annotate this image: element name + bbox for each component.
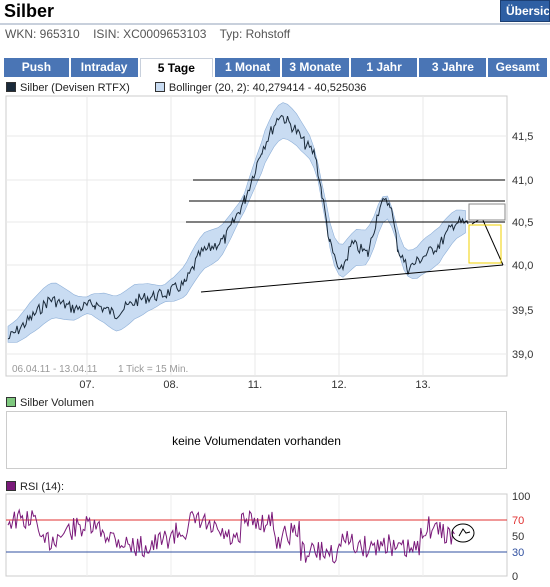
type-label: Typ: Rohstoff — [219, 27, 291, 41]
annotation-box-white — [468, 203, 506, 221]
instrument-meta: WKN: 965310 ISIN: XC0009653103 Typ: Rohs… — [5, 27, 300, 41]
rsi-annotation-arrow-icon — [458, 528, 471, 537]
rsi-y-tick: 50 — [512, 531, 524, 543]
price-legend: Silber (Devisen RTFX) Bollinger (20, 2):… — [6, 82, 366, 94]
no-volume-message: keine Volumendaten vorhanden — [172, 434, 341, 448]
y-tick: 39,5 — [512, 305, 533, 317]
volume-swatch-icon — [6, 397, 16, 407]
bollinger-swatch-icon — [154, 82, 165, 92]
price-y-axis: 41,5 41,0 40,5 40,0 39,5 39,0 — [512, 131, 533, 361]
bollinger-band — [7, 102, 466, 343]
price-legend-label: Silber (Devisen RTFX) — [20, 82, 130, 94]
y-tick: 39,0 — [512, 349, 533, 361]
rsi-y-tick: 30 — [512, 547, 524, 559]
tab-1-monat[interactable]: 1 Monat — [215, 58, 280, 77]
price-chart[interactable]: 41,5 41,0 40,5 40,0 39,5 39,0 06.04.11 -… — [0, 94, 550, 394]
title-divider — [0, 23, 550, 25]
volume-legend: Silber Volumen — [6, 397, 94, 409]
wkn-label: WKN: 965310 — [5, 27, 80, 41]
annotation-box-yellow — [468, 224, 502, 264]
overview-button[interactable]: Übersicht — [500, 0, 550, 22]
timeframe-tabs: Push Intraday 5 Tage 1 Monat 3 Monate 1 … — [4, 58, 548, 77]
tab-3-monate[interactable]: 3 Monate — [281, 58, 349, 77]
rsi-annotation-circle — [451, 523, 475, 543]
volume-legend-label: Silber Volumen — [20, 397, 94, 409]
x-tick: 08. — [163, 379, 178, 391]
price-swatch-icon — [6, 82, 16, 92]
rsi-legend-label: RSI (14): — [20, 481, 65, 493]
tab-gesamt[interactable]: Gesamt — [488, 58, 548, 77]
x-tick: 13. — [415, 379, 430, 391]
tick-label: 1 Tick = 15 Min. — [118, 364, 188, 375]
rsi-chart[interactable]: 100 70 50 30 0 — [0, 492, 550, 587]
y-tick: 41,5 — [512, 131, 533, 143]
tab-1-jahr[interactable]: 1 Jahr — [350, 58, 418, 77]
y-tick: 40,5 — [512, 217, 533, 229]
isin-label: ISIN: XC0009653103 — [93, 27, 207, 41]
page-title: Silber — [4, 1, 55, 21]
x-tick: 12. — [331, 379, 346, 391]
drawn-trendlines — [186, 179, 505, 293]
tab-3-jahre[interactable]: 3 Jahre — [419, 58, 487, 77]
y-tick: 41,0 — [512, 175, 533, 187]
price-line — [7, 114, 469, 340]
rsi-y-tick: 70 — [512, 515, 524, 527]
rsi-y-tick: 0 — [512, 571, 518, 583]
rsi-swatch-icon — [6, 481, 16, 491]
price-x-axis: 07. 08. 11. 12. 13. — [79, 379, 430, 391]
rsi-legend: RSI (14): — [6, 481, 64, 493]
rsi-y-tick: 100 — [512, 492, 530, 503]
bollinger-legend-label: Bollinger (20, 2): 40,279414 - 40,525036 — [168, 82, 367, 94]
volume-panel: keine Volumendaten vorhanden — [6, 411, 507, 469]
tab-5-tage[interactable]: 5 Tage — [139, 58, 214, 77]
x-tick: 07. — [79, 379, 94, 391]
range-label: 06.04.11 - 13.04.11 — [12, 364, 98, 375]
x-tick: 11. — [248, 379, 262, 391]
rsi-line — [7, 508, 455, 564]
tab-push[interactable]: Push — [4, 58, 69, 77]
tab-intraday[interactable]: Intraday — [70, 58, 138, 77]
y-tick: 40,0 — [512, 260, 533, 272]
